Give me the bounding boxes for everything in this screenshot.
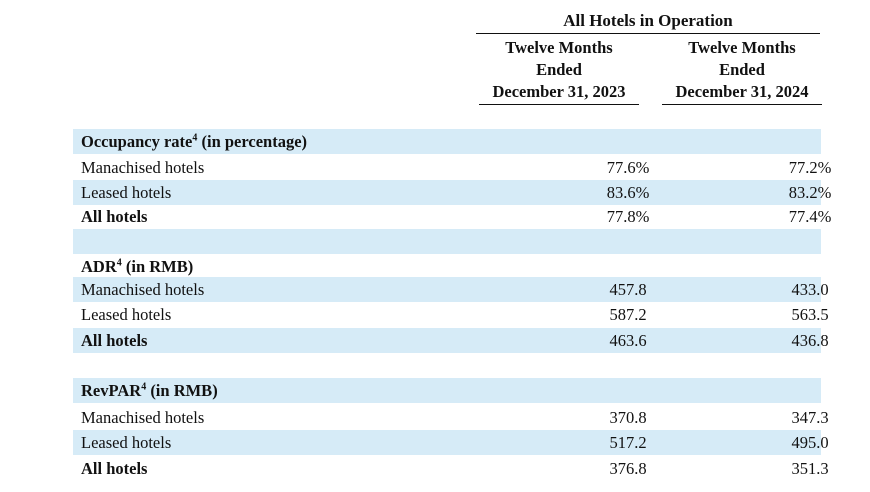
value-2023: 77.8% [606, 207, 650, 226]
row-label: Manachised hotels [81, 408, 205, 427]
section-title: ADR4 (in RMB) [81, 257, 194, 276]
table-row: Leased hotels 83.6% 83.2% [73, 180, 831, 205]
value-2023: 457.8 [609, 280, 647, 299]
group-header-rule [476, 33, 820, 34]
section-title: RevPAR4 (in RMB) [81, 381, 218, 400]
column-header-rule [662, 104, 822, 105]
value-2024: 83.2% [788, 183, 832, 202]
row-label: All hotels [81, 331, 148, 350]
value-2023: 370.8 [609, 408, 647, 427]
value-2024: 77.2% [788, 158, 832, 177]
row-label: Leased hotels [81, 433, 172, 452]
row-label: All hotels [81, 207, 148, 226]
column-header-line: Ended [719, 60, 765, 79]
section-title: Occupancy rate4 (in percentage) [81, 132, 308, 151]
value-2023: 587.2 [609, 305, 647, 324]
value-2023: 77.6% [606, 158, 650, 177]
value-2023: 376.8 [609, 459, 647, 478]
column-header-line: December 31, 2023 [492, 82, 626, 101]
section-header-occupancy: Occupancy rate4 (in percentage) [73, 129, 821, 154]
value-2024: 351.3 [791, 459, 829, 478]
column-header-line: Twelve Months [505, 38, 613, 57]
row-label: Leased hotels [81, 305, 172, 324]
group-header: All Hotels in Operation [563, 11, 733, 30]
value-2024: 347.3 [791, 408, 829, 427]
footnote-marker: 4 [141, 381, 147, 393]
row-label: Manachised hotels [81, 158, 205, 177]
table-row: Manachised hotels 77.6% 77.2% [73, 155, 831, 180]
section-header-adr: ADR4 (in RMB) [73, 254, 821, 279]
table-row: Leased hotels 517.2 495.0 [73, 430, 829, 455]
table-row-total: All hotels 77.8% 77.4% [73, 204, 831, 229]
row-label: Leased hotels [81, 183, 172, 202]
value-2024: 433.0 [791, 280, 829, 299]
value-2024: 436.8 [791, 331, 829, 350]
value-2023: 83.6% [606, 183, 650, 202]
value-2024: 563.5 [791, 305, 829, 324]
footnote-marker: 4 [192, 132, 198, 144]
value-2023: 463.6 [609, 331, 647, 350]
column-header-2024: Twelve Months Ended December 31, 2024 [662, 37, 822, 105]
column-header-2023: Twelve Months Ended December 31, 2023 [479, 37, 639, 105]
footnote-marker: 4 [116, 257, 122, 269]
table-row: Manachised hotels 457.8 433.0 [73, 277, 829, 302]
row-label: All hotels [81, 459, 148, 478]
column-header-line: December 31, 2024 [675, 82, 809, 101]
spacer-row [73, 229, 821, 254]
value-2024: 495.0 [791, 433, 829, 452]
table-row-total: All hotels 376.8 351.3 [73, 456, 829, 481]
table-row-total: All hotels 463.6 436.8 [73, 328, 829, 353]
row-label: Manachised hotels [81, 280, 205, 299]
column-header-rule [479, 104, 639, 105]
section-header-revpar: RevPAR4 (in RMB) [73, 378, 821, 403]
column-header-line: Ended [536, 60, 582, 79]
value-2023: 517.2 [609, 433, 647, 452]
table-row: Leased hotels 587.2 563.5 [73, 302, 829, 327]
table-row: Manachised hotels 370.8 347.3 [73, 405, 829, 430]
value-2024: 77.4% [788, 207, 832, 226]
column-header-line: Twelve Months [688, 38, 796, 57]
